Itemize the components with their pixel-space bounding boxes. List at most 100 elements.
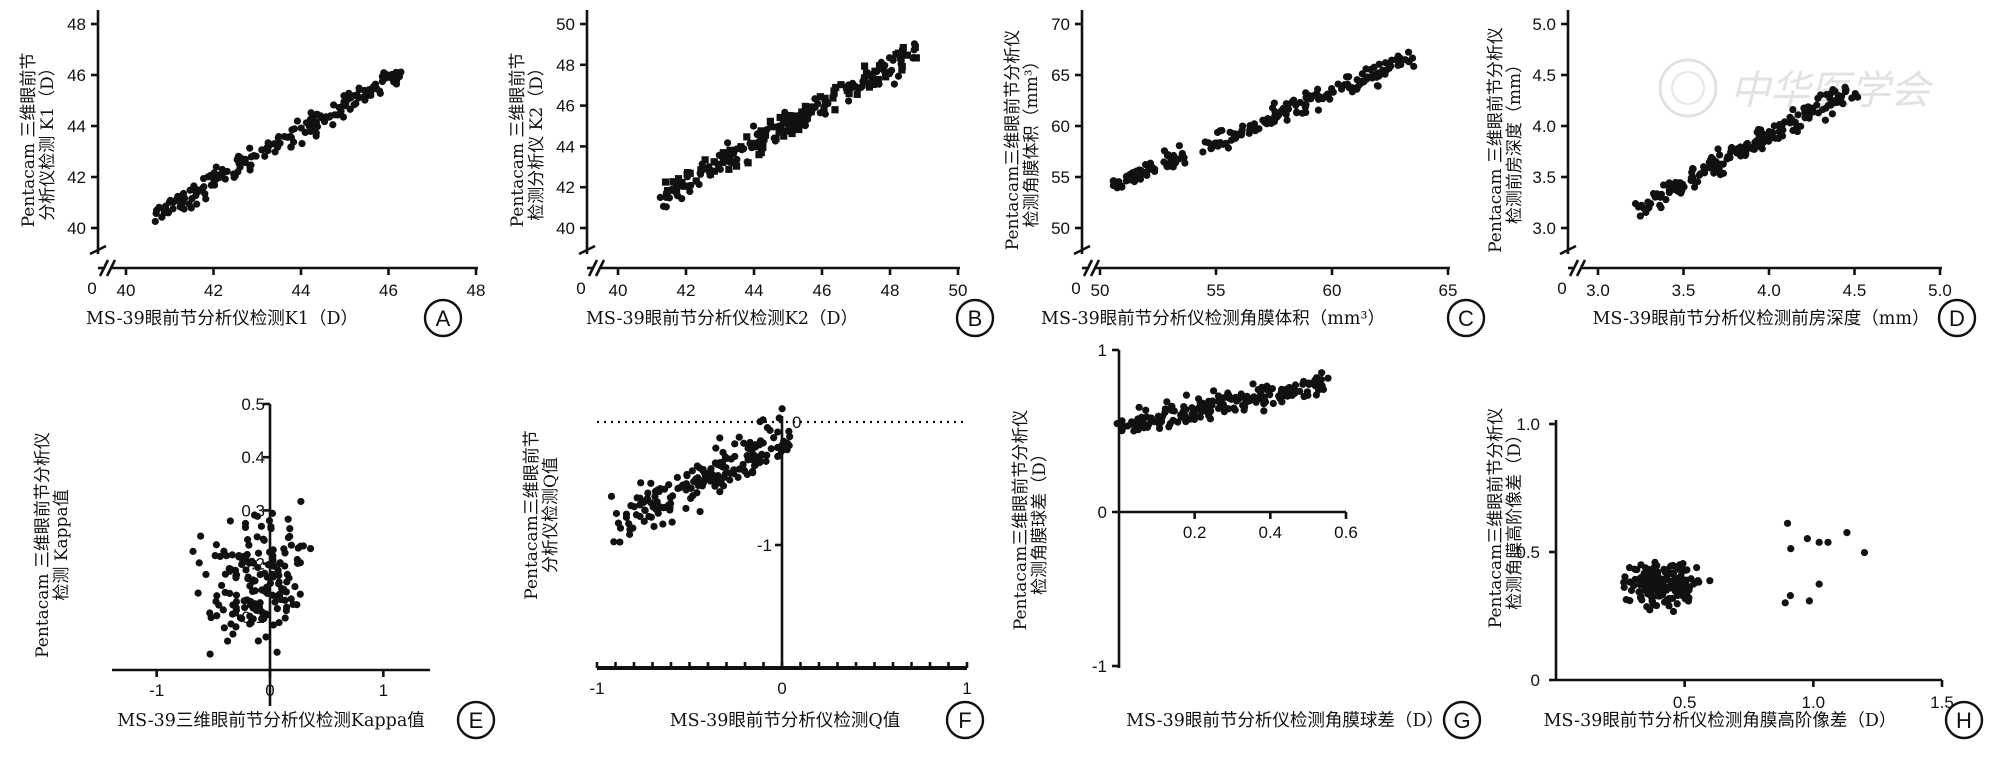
data-point: [222, 175, 229, 182]
data-point: [1652, 194, 1659, 201]
panel-c: 0 50 55 60 65 70 50 55 60 65 MS-39眼前节分析仪检测角膜体积（mm³…: [1003, 10, 1484, 336]
data-point-square: [899, 63, 906, 70]
data-point: [265, 139, 272, 146]
panel-letter-g: G: [1453, 708, 1470, 733]
data-point: [170, 199, 177, 206]
data-point: [1370, 64, 1377, 71]
data-point: [881, 62, 888, 69]
data-point: [1682, 595, 1689, 602]
data-point: [1324, 375, 1331, 382]
data-point: [1167, 420, 1174, 427]
data-point: [270, 571, 277, 578]
data-point: [289, 601, 296, 608]
data-point: [212, 552, 219, 559]
data-point: [269, 555, 276, 562]
data-point: [886, 69, 893, 76]
data-point: [697, 171, 704, 178]
x-tick-label: 5.0: [1928, 281, 1952, 300]
data-point-square: [687, 170, 694, 177]
data-point: [776, 452, 783, 459]
data-point: [246, 613, 253, 620]
data-point: [244, 575, 251, 582]
data-point: [1789, 106, 1796, 113]
data-point: [648, 514, 655, 521]
origin-label: 0: [1557, 279, 1566, 298]
data-point: [1688, 575, 1695, 582]
origin-label: 0: [1071, 279, 1080, 298]
data-point: [1717, 171, 1724, 178]
data-point: [207, 650, 214, 657]
y-axis-label: Pentacam 三维眼前节分析仪 检测 Kappa值: [33, 432, 72, 658]
x-tick-label: 1: [379, 681, 388, 700]
data-point: [1628, 587, 1635, 594]
data-point: [1680, 577, 1687, 584]
data-point-square: [895, 50, 902, 57]
data-point: [195, 589, 202, 596]
data-point: [659, 520, 666, 527]
data-point: [221, 624, 228, 631]
data-point: [288, 542, 295, 549]
data-point: [730, 150, 737, 157]
panel-letter-b: B: [968, 306, 983, 331]
data-point: [1161, 409, 1168, 416]
data-point: [726, 156, 733, 163]
data-point: [1304, 95, 1311, 102]
data-point-square: [743, 133, 750, 140]
y-tick-label: 1: [1098, 341, 1107, 360]
data-point: [1238, 129, 1245, 136]
data-point: [623, 511, 630, 518]
data-point: [281, 597, 288, 604]
data-point: [1787, 592, 1794, 599]
data-point: [656, 488, 663, 495]
data-point: [1156, 425, 1163, 432]
data-point: [255, 637, 262, 644]
data-point: [229, 601, 236, 608]
y-axis-label-line: 检测 Kappa值: [52, 489, 72, 600]
data-point: [683, 472, 690, 479]
y-axis-label-line: 检测前房深度（mm）: [1505, 56, 1525, 224]
x-tick-label: 1: [962, 679, 971, 698]
y-tick-label: 65: [1051, 66, 1070, 85]
data-point: [1248, 125, 1255, 132]
data-point: [1302, 104, 1309, 111]
data-point: [1667, 563, 1674, 570]
data-point: [261, 537, 268, 544]
data-point: [1782, 599, 1789, 606]
data-point: [1714, 145, 1721, 152]
data-point-square: [831, 106, 838, 113]
y-axis-label-line: Pentacam三维眼前节: [522, 430, 542, 599]
y-axis-label: Pentacam三维眼前节分析仪 检测角膜体积（mm³）: [1003, 30, 1042, 250]
data-point: [283, 607, 290, 614]
data-point: [1815, 109, 1822, 116]
data-point: [1249, 380, 1256, 387]
data-point: [209, 173, 216, 180]
data-point: [1363, 76, 1370, 83]
data-point: [1160, 158, 1167, 165]
data-point-square: [669, 178, 676, 185]
data-point: [196, 559, 203, 566]
data-point: [227, 517, 234, 524]
data-point: [1694, 178, 1701, 185]
data-point: [1239, 402, 1246, 409]
data-point: [267, 523, 274, 530]
data-point: [1657, 204, 1664, 211]
points-a: [152, 68, 405, 225]
data-point: [1330, 89, 1337, 96]
data-point: [724, 139, 731, 146]
data-point: [1151, 418, 1158, 425]
data-point: [1191, 410, 1198, 417]
data-point: [722, 453, 729, 460]
data-point: [307, 545, 314, 552]
points-e: [189, 498, 314, 658]
data-point: [249, 604, 256, 611]
data-point-square: [749, 140, 756, 147]
panel-letter-a: A: [436, 306, 451, 331]
data-point: [754, 131, 761, 138]
x-tick-label: 46: [379, 281, 398, 300]
data-point: [845, 97, 852, 104]
data-point: [736, 434, 743, 441]
data-point: [1134, 421, 1141, 428]
x-axis-label: MS-39眼前节分析仪检测角膜高阶像差（D）: [1544, 711, 1897, 731]
data-point: [615, 520, 622, 527]
data-point: [379, 78, 386, 85]
